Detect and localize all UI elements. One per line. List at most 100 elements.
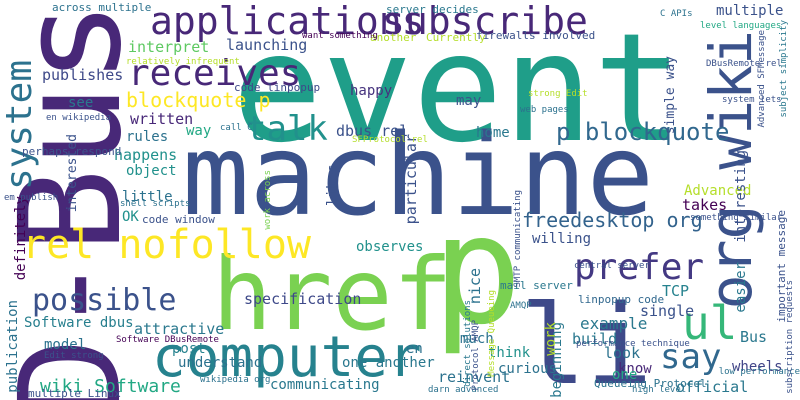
word-little: little	[122, 189, 173, 205]
word-software-dbus: Software dbus	[24, 315, 134, 331]
word-rel-nofollow: rel nofollow	[22, 222, 311, 268]
word-look: look	[604, 344, 641, 362]
word-smtp-communicating: SMTP communicating	[513, 190, 523, 288]
word-code-window: code window	[142, 213, 215, 226]
word-central-server: central server	[574, 261, 650, 271]
word-darn-advanced: darn advanced	[428, 385, 499, 395]
word-curious: curious	[498, 361, 558, 377]
word-launching: launching	[226, 36, 308, 54]
word-computer: computer	[152, 325, 422, 390]
word-think: think	[488, 345, 531, 361]
word-work-across: work across	[263, 170, 273, 230]
word-dbus-rel: dbus rel	[336, 122, 409, 140]
word-object: object	[126, 163, 177, 179]
word-simple-way: simple way	[663, 56, 678, 135]
word-web-pages: web pages	[520, 105, 569, 115]
word-subscription-requests: subscription requests	[785, 280, 795, 394]
word-org-wiki: org wiki	[697, 30, 765, 310]
word-high-level: high level	[632, 385, 687, 395]
word-example: example	[580, 314, 648, 333]
word-li: li	[520, 281, 653, 400]
word-system-lets: system lets	[722, 95, 782, 105]
word-p: p	[432, 184, 523, 358]
word-advanced: Advanced	[684, 183, 752, 199]
word-understand: understand	[178, 355, 263, 371]
word-likes: likes	[325, 164, 341, 207]
word-bus: Bus	[740, 328, 768, 346]
word-post: post	[172, 341, 206, 357]
word-rules: rules	[126, 129, 169, 145]
word-currently: Currently	[426, 31, 486, 44]
word-reinvent: reinvent	[438, 368, 511, 386]
word-relatively-infrequent: relatively infrequent	[126, 57, 240, 67]
word-particular: particular	[402, 134, 420, 225]
word-perhaps-respond: perhaps respond	[22, 145, 122, 158]
word-prefer: prefer	[574, 247, 705, 288]
word-mail-server: mail server	[500, 279, 573, 292]
word-may: may	[456, 93, 482, 109]
word-wheels: wheels	[732, 359, 783, 375]
word-multiple: multiple	[716, 3, 784, 19]
word-wikipedia-org: wikipedia org	[200, 375, 271, 385]
word-sfprotocol-rel: SFProtocol rel	[352, 135, 428, 145]
word-c-apis: C APIs	[660, 9, 693, 19]
word-applications: applications	[150, 0, 425, 43]
word-p-blockquote: p blockquote	[556, 118, 730, 146]
word-advanced-sfmessage: Advanced SFMessage	[757, 30, 767, 128]
word-one-another: one another	[342, 355, 435, 371]
word-event: event	[232, 2, 684, 176]
word-model: model	[44, 337, 87, 353]
word-code-linpopup: code linpopup	[234, 81, 321, 94]
word-multiple-linux: multiple Linux	[28, 387, 121, 400]
word-href: href	[212, 236, 453, 353]
word-written: written	[130, 110, 194, 128]
word-specification: specification	[244, 290, 362, 308]
word-home: home	[476, 125, 510, 141]
word-call-c: call C	[220, 123, 253, 133]
word-ul: ul	[682, 296, 738, 350]
word-shell-scripts: shell scripts	[120, 199, 191, 209]
word-see: see	[68, 95, 94, 111]
word-interpret: interpret	[128, 38, 210, 56]
word-performance-technique: performance technique	[576, 339, 690, 349]
word-low-performance: low performance	[718, 367, 800, 377]
word-publication: publication	[5, 300, 21, 393]
word-easier: easier	[733, 262, 749, 313]
word-message-queueing: Message Queueing	[487, 290, 497, 377]
word-system: system	[0, 60, 40, 191]
word-wiki-software: wiki Software	[40, 376, 181, 397]
word-freedesktop-org: freedesktop org	[522, 208, 703, 232]
word-official: official	[676, 378, 749, 396]
word-willing: willing	[532, 231, 592, 247]
word-one: one	[612, 367, 638, 383]
word-talk: talk	[246, 109, 328, 149]
word-em-publish: em publish	[4, 193, 59, 203]
word-across-multiple: across multiple	[52, 1, 152, 14]
word-ok: OK	[122, 209, 139, 225]
word-machine: machine	[182, 111, 655, 241]
word-server-decides: server decides	[386, 3, 479, 16]
word-much: much	[460, 331, 494, 347]
word-queueing-protocol: Queueing Protocol	[594, 377, 707, 390]
word-software-dbusremote: Software DBusRemote	[116, 335, 219, 345]
word-takes: takes	[682, 196, 728, 214]
word-strong-edit: strong Edit	[528, 89, 588, 99]
word-definitely: definitely	[13, 196, 29, 281]
word-want-something: want something	[302, 31, 378, 41]
word-receives: receives	[128, 53, 302, 94]
word-protocol-amqp: Protocol AMQP	[471, 320, 481, 391]
word-publishes: publishes	[42, 66, 124, 84]
word-possible: possible	[32, 283, 177, 318]
word-dbusremote-rel: DBusRemote rel	[706, 59, 782, 69]
word-something-similar: something similar	[690, 213, 783, 223]
word-linpopup-code: linpopup code	[578, 293, 665, 306]
word-blockquote-p: blockquote p	[126, 88, 271, 112]
word-way: way	[186, 123, 212, 139]
word-single: single	[640, 302, 695, 320]
word-work: work	[543, 322, 559, 356]
word-tcp: TCP	[662, 282, 690, 300]
word-subscribe: subscribe	[382, 0, 588, 43]
word-en: en	[406, 341, 423, 357]
word-level-languages: level languages	[700, 21, 782, 31]
